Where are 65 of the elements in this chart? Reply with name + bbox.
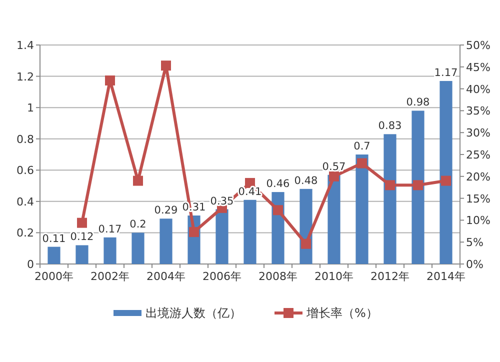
x-tick-label: 2008年 [258, 270, 298, 283]
data-label: 0.12 [70, 231, 94, 244]
point [441, 176, 451, 186]
point [133, 176, 143, 186]
data-label: 0.2 [130, 218, 146, 231]
bar [76, 245, 88, 264]
y2-tick-label: 20% [466, 170, 490, 184]
y2-tick-label: 10% [466, 214, 490, 228]
point [273, 205, 283, 216]
x-tick-label: 2014年 [426, 270, 466, 283]
x-tick-label: 2004年 [146, 270, 186, 283]
data-label: 0.98 [406, 96, 430, 109]
y-tick-label: 0 [27, 258, 34, 271]
bar [160, 218, 172, 264]
point [301, 238, 311, 249]
bar [384, 134, 396, 264]
y2-tick-label: 30% [466, 126, 490, 140]
point [189, 227, 199, 238]
y2-tick-label: 40% [466, 82, 490, 96]
point [329, 171, 339, 182]
x-tick-label: 2002年 [90, 270, 130, 283]
data-label: 1.17 [434, 66, 458, 79]
data-label: 0.48 [294, 174, 318, 187]
y2-tick-label: 5% [466, 236, 484, 250]
legend-label: 出境游人数（亿） [146, 306, 242, 320]
data-label: 0.17 [98, 223, 122, 236]
y-tick-label: 0.2 [16, 226, 34, 240]
bar [104, 237, 116, 264]
point [357, 158, 367, 168]
bar [132, 232, 144, 264]
point [385, 180, 395, 190]
data-label: 0.83 [378, 120, 402, 132]
point [413, 180, 423, 190]
x-tick-label: 2010年 [314, 270, 354, 283]
y-tick-label: 0.8 [16, 132, 34, 146]
y-tick-label: 1.4 [16, 39, 34, 52]
data-label: 0.7 [354, 140, 370, 152]
bar [328, 174, 340, 264]
point [161, 60, 171, 71]
y2-tick-label: 15% [466, 192, 490, 206]
y-tick-label: 1 [27, 102, 34, 115]
legend-label: 增长率（%） [306, 306, 378, 320]
data-label: 0.46 [266, 178, 290, 190]
bar [440, 80, 452, 264]
bar [216, 209, 228, 264]
y-tick-label: 1.2 [16, 70, 34, 84]
data-label: 0.11 [42, 232, 66, 245]
bar [412, 110, 424, 264]
y-tick-label: 0.4 [16, 195, 34, 208]
bar [244, 200, 256, 264]
y-tick-label: 0.6 [16, 164, 34, 178]
point [77, 218, 87, 228]
y2-tick-label: 45% [466, 60, 490, 74]
x-tick-label: 2012年 [370, 270, 410, 283]
bar [356, 154, 368, 264]
y2-tick-label: 50% [466, 39, 490, 52]
point [105, 75, 115, 86]
x-tick-label: 2006年 [202, 270, 242, 283]
data-label: 0.29 [154, 204, 178, 217]
x-tick-label: 2000年 [34, 270, 74, 283]
bar [48, 246, 60, 264]
y2-tick-label: 35% [466, 104, 490, 118]
data-label: 0.57 [322, 160, 346, 173]
y2-tick-label: 25% [466, 148, 490, 162]
y2-tick-label: 0% [466, 258, 484, 271]
